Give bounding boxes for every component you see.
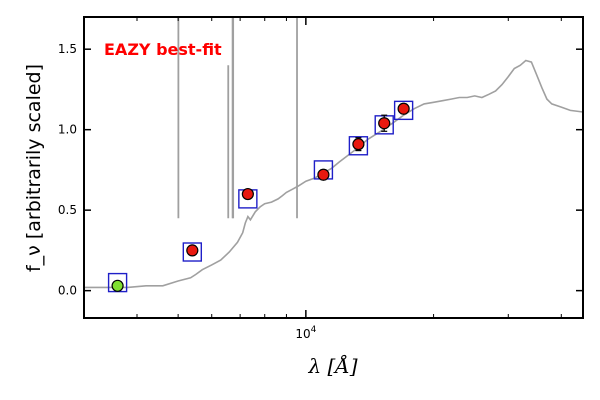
model-flux-box bbox=[348, 136, 369, 156]
plot-area bbox=[84, 17, 584, 293]
observed-flux-point bbox=[378, 117, 391, 130]
observed-points-layer bbox=[111, 102, 410, 292]
annotation-label: EAZY best-fit bbox=[104, 40, 222, 59]
x-tick-label: 104 bbox=[295, 325, 316, 341]
y-tick-label: 0.0 bbox=[58, 284, 77, 298]
model-flux-box bbox=[182, 242, 203, 262]
observed-flux-point bbox=[186, 244, 199, 257]
y-tick-label: 1.5 bbox=[58, 42, 77, 56]
observed-flux-point bbox=[317, 168, 330, 181]
model-boxes-layer bbox=[107, 100, 414, 293]
axis-ticks: 0.0 0.5 1.0 1.5 104 bbox=[58, 17, 583, 341]
x-axis-label: λ [Å] bbox=[307, 353, 357, 378]
y-axis-label: f_ν [arbitrarily scaled] bbox=[23, 64, 45, 272]
observed-flux-point bbox=[397, 102, 410, 115]
observed-flux-point bbox=[241, 187, 254, 201]
model-layer bbox=[84, 17, 584, 289]
upper-limit-point bbox=[111, 279, 124, 292]
observed-flux-point bbox=[352, 138, 365, 151]
plot-frame bbox=[83, 16, 584, 319]
y-tick-label: 0.5 bbox=[58, 203, 77, 217]
model-spectrum-line bbox=[84, 59, 584, 289]
model-flux-box bbox=[393, 100, 414, 121]
y-tick-label: 1.0 bbox=[58, 123, 77, 137]
